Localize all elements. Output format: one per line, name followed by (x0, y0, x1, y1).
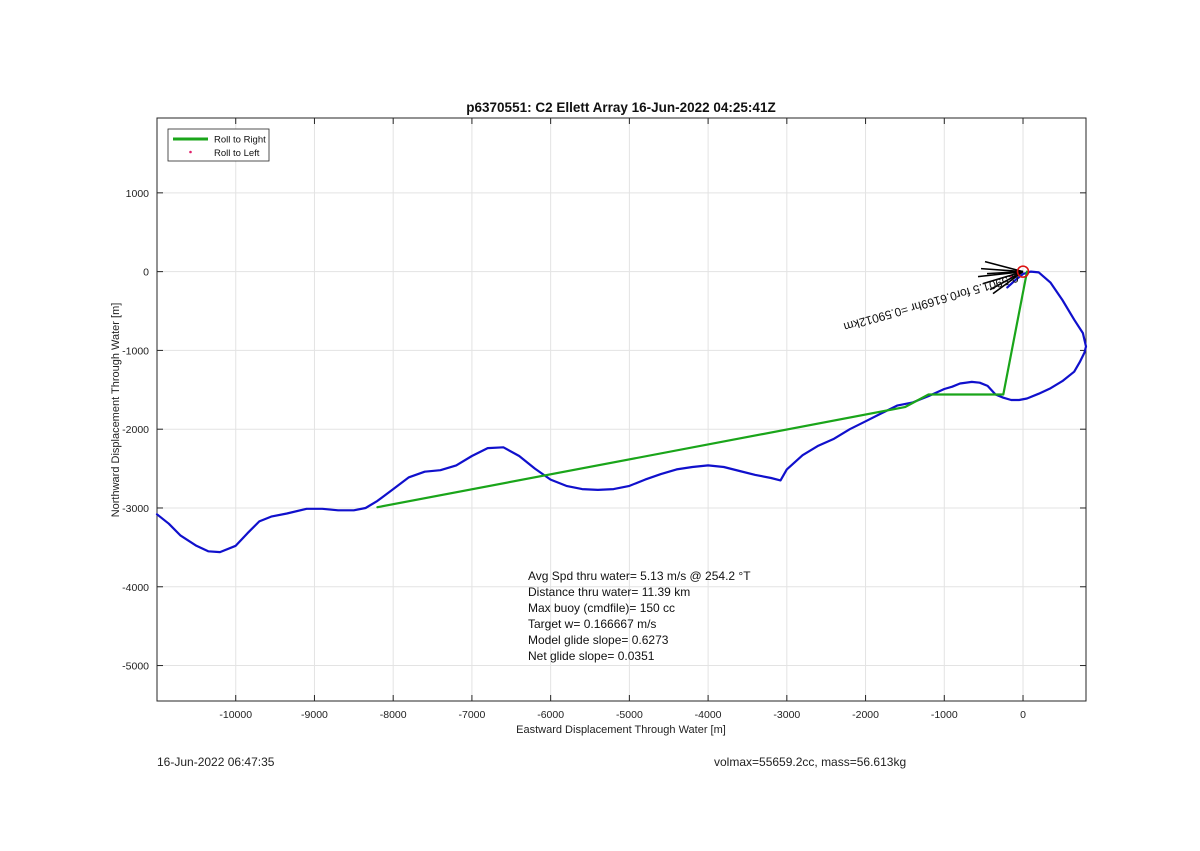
x-axis-label: Eastward Displacement Through Water [m] (516, 724, 726, 736)
plot-frame (156, 117, 1087, 702)
legend-roll-right-label: Roll to Right (214, 135, 266, 146)
y-tick-label: -1000 (122, 345, 149, 357)
dive-start-marker (1016, 265, 1030, 278)
stats-max-buoy: Max buoy (cmdfile)= 150 cc (528, 601, 675, 615)
footer-timestamp: 16-Jun-2022 06:47:35 (157, 755, 275, 769)
series-track-line (155, 270, 1088, 554)
x-tick-label: -6000 (537, 709, 564, 721)
y-tick-label: -4000 (122, 582, 149, 594)
series-roll-right-line (376, 270, 1029, 509)
x-tick-label: -3000 (773, 709, 800, 721)
y-axis-label: Northward Displacement Through Water [m] (110, 303, 122, 518)
stats-net-glide: Net glide slope= 0.0351 (528, 649, 655, 663)
legend-roll-left-label: Roll to Left (214, 148, 260, 159)
y-tick-label: 0 (143, 267, 149, 279)
x-tick-label: -4000 (695, 709, 722, 721)
footer-volmax-mass: volmax=55659.2cc, mass=56.613kg (714, 755, 907, 769)
stats-model-glide: Model glide slope= 0.6273 (528, 633, 669, 647)
y-tick-label: -2000 (122, 424, 149, 436)
current-arrow-stroke (982, 270, 1024, 285)
x-tick-label: 0 (1020, 709, 1026, 721)
legend-box (167, 128, 270, 162)
y-tick-label: 1000 (126, 188, 150, 200)
x-tick-label: -1000 (931, 709, 958, 721)
x-tick-label: -2000 (852, 709, 879, 721)
stats-target-w: Target w= 0.166667 m/s (528, 617, 656, 631)
series-layer (155, 270, 1088, 554)
y-tick-label: -3000 (122, 503, 149, 515)
stats-block: Avg Spd thru water= 5.13 m/s @ 254.2 °T … (528, 569, 751, 663)
x-tick-label: -7000 (458, 709, 485, 721)
chart-title: p6370551: C2 Ellett Array 16-Jun-2022 04… (466, 100, 775, 115)
x-tick-label: -10000 (219, 709, 252, 721)
stats-distance: Distance thru water= 11.39 km (528, 585, 690, 599)
axis-ticks: -10000 -9000 -8000 -7000 -6000 -5000 -4000 -300… (122, 118, 1086, 721)
x-tick-label: -9000 (301, 709, 328, 721)
y-tick-label: -5000 (122, 661, 149, 673)
x-tick-label: -5000 (616, 709, 643, 721)
stats-avg-speed: Avg Spd thru water= 5.13 m/s @ 254.2 °T (528, 569, 751, 583)
legend-roll-left-swatch (189, 150, 192, 154)
current-arrow-stroke (984, 260, 1024, 273)
legend: Roll to Right Roll to Left (167, 128, 270, 162)
grid-lines (157, 118, 1086, 701)
current-arrow-stroke (980, 267, 1024, 273)
current-arrow-label: 0.5901.5 for0.6169hr =0.59012km (842, 271, 1020, 334)
x-tick-label: -8000 (380, 709, 407, 721)
